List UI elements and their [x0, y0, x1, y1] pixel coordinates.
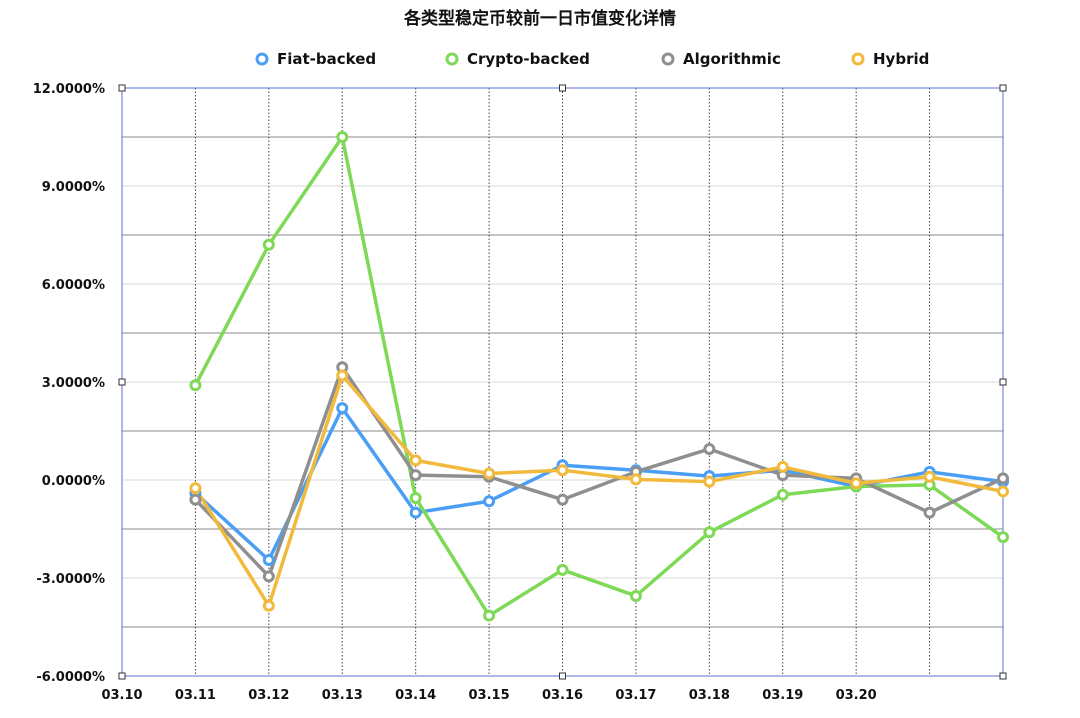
x-tick-label: 03.13: [322, 688, 363, 703]
data-point-crypto-backed: [483, 609, 496, 622]
axes: -6.0000% -3.0000% 0.0000% 3.0000% 6.0000% 9.0…: [33, 82, 1007, 703]
legend-label: Algorithmic: [683, 50, 781, 68]
data-point-crypto-backed: [776, 488, 789, 501]
frame-handle: [118, 84, 126, 92]
x-tick-label: 03.19: [762, 688, 803, 703]
data-point-hybrid: [703, 475, 716, 488]
frame-handle: [118, 378, 126, 386]
data-point-hybrid: [409, 454, 422, 467]
data-point-crypto-backed: [262, 238, 275, 251]
x-tick-label: 03.20: [836, 688, 877, 703]
legend-marker: [445, 52, 459, 66]
data-point-hybrid: [629, 473, 642, 486]
legend-marker: [255, 52, 269, 66]
data-point-hybrid: [997, 485, 1009, 498]
legend-item: Hybrid: [851, 50, 929, 68]
data-point-algorithmic: [997, 472, 1009, 485]
series-line-crypto-backed: [193, 135, 1005, 618]
data-point-algorithmic: [703, 442, 716, 455]
legend-label: Hybrid: [873, 50, 929, 68]
x-tick-label: 03.17: [615, 688, 656, 703]
data-point-hybrid: [262, 599, 275, 612]
data-point-hybrid: [189, 482, 202, 495]
legend-marker: [851, 52, 865, 66]
data-point-fiat-backed: [262, 554, 275, 567]
x-tick-label: 03.11: [175, 688, 216, 703]
y-tick-label: -3.0000%: [36, 572, 105, 587]
y-tick-label: 12.0000%: [33, 82, 105, 97]
data-point-algorithmic: [409, 469, 422, 482]
legend-item: Crypto-backed: [445, 50, 590, 68]
data-point-algorithmic: [923, 506, 936, 519]
series-line-hybrid: [193, 373, 1005, 608]
data-point-crypto-backed: [409, 491, 422, 504]
x-tick-label: 03.10: [101, 688, 142, 703]
data-point-crypto-backed: [556, 563, 569, 576]
frame-handle: [559, 84, 566, 92]
data-point-crypto-backed: [997, 531, 1009, 544]
data-point-fiat-backed: [409, 506, 422, 519]
legend: Fiat-backed Crypto-backed Algorithmic Hybri…: [255, 50, 929, 68]
data-point-algorithmic: [556, 493, 569, 506]
data-point-crypto-backed: [703, 526, 716, 539]
frame-handle: [118, 672, 126, 680]
x-tick-label: 03.18: [689, 688, 730, 703]
data-point-fiat-backed: [483, 495, 496, 508]
x-tick-label: 03.15: [469, 688, 510, 703]
legend-item: Fiat-backed: [255, 50, 376, 68]
frame-handle: [999, 672, 1007, 680]
data-point-algorithmic: [189, 493, 202, 506]
data-point-hybrid: [483, 467, 496, 480]
data-point-crypto-backed: [629, 589, 642, 602]
x-tick-label: 03.14: [395, 688, 436, 703]
y-tick-label: 0.0000%: [42, 474, 105, 489]
y-tick-label: -6.0000%: [36, 670, 105, 685]
frame-handle: [559, 672, 566, 680]
series-layer: [189, 131, 1009, 622]
data-point-hybrid: [850, 477, 863, 490]
x-tick-label: 03.16: [542, 688, 583, 703]
watermark-text: 搜狐号@锐思财经: [914, 684, 1058, 706]
data-point-hybrid: [556, 464, 569, 477]
data-point-hybrid: [923, 470, 936, 483]
y-tick-label: 9.0000%: [42, 180, 105, 195]
frame-handle: [999, 378, 1007, 386]
legend-label: Fiat-backed: [277, 50, 376, 68]
data-point-hybrid: [776, 460, 789, 473]
watermark: 搜狐号@锐思财经: [914, 684, 1058, 706]
grid: [122, 88, 1003, 676]
x-tick-label: 03.12: [248, 688, 289, 703]
data-point-crypto-backed: [189, 379, 202, 392]
data-point-crypto-backed: [336, 131, 349, 143]
legend-label: Crypto-backed: [467, 50, 590, 68]
data-point-hybrid: [336, 369, 349, 382]
legend-marker: [661, 52, 675, 66]
legend-item: Algorithmic: [661, 50, 781, 68]
chart-title: 各类型稳定币较前一日市值变化详情: [403, 8, 676, 29]
y-tick-label: 3.0000%: [42, 376, 105, 391]
y-tick-label: 6.0000%: [42, 278, 105, 293]
series-line-algorithmic: [193, 365, 1005, 579]
data-point-algorithmic: [262, 570, 275, 583]
data-point-fiat-backed: [336, 402, 349, 415]
frame-handle: [999, 84, 1007, 92]
